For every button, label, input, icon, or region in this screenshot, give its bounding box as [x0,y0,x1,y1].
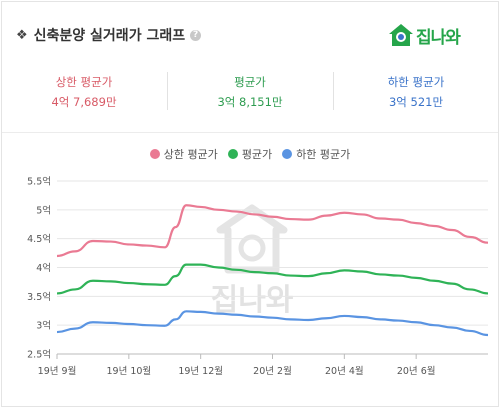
chart-header: ❖ 신축분양 실거래가 그래프 ? [16,24,202,46]
brand-logo: 집나와 [388,20,461,50]
stat-upper-average: 상한 평균가 4억 7,689만 [2,70,166,118]
stat-label: 평균가 [234,75,266,89]
legend-dot [227,149,238,159]
x-tick-label: 20년 6월 [397,365,436,377]
divider [167,72,168,110]
house-logo-icon [389,24,413,46]
watermark-text: 집나와 [211,283,294,318]
y-tick-label: 2.5억 [27,349,51,361]
legend-label: 상한 평균가 [163,148,218,161]
y-tick-label: 3억 [36,320,51,332]
y-tick-label: 3.5억 [27,291,51,303]
help-icon[interactable]: ? [190,29,202,41]
legend-item-upper[interactable]: 상한 평균가 [149,146,218,162]
stat-label: 하한 평균가 [387,75,445,89]
legend-dot [149,149,160,159]
diamond-bullet-icon: ❖ [16,27,28,43]
grid [57,180,488,355]
series-line-lower[interactable] [56,310,489,337]
divider [333,72,334,110]
stat-value: 3억 521만 [388,95,444,109]
y-tick-label: 5억 [36,204,51,216]
x-tick-label: 19년 10월 [106,365,151,377]
stat-label: 상한 평균가 [55,75,113,89]
x-tick-label: 19년 12월 [178,365,223,377]
x-tick-label: 19년 9월 [38,365,77,377]
section-divider [2,132,498,133]
legend-item-average[interactable]: 평균가 [227,146,273,162]
series-line-upper[interactable] [56,204,489,258]
stat-average: 평균가 3억 8,151만 [168,70,332,118]
y-tick-label: 4.5억 [27,233,51,245]
legend-label: 평균가 [241,148,273,161]
stat-lower-average: 하한 평균가 3억 521만 [334,70,498,118]
y-tick-label: 4억 [36,262,51,274]
logo-text: 집나와 [416,27,461,48]
series-line-average[interactable] [56,263,489,295]
stat-value: 4억 7,689만 [51,95,117,109]
legend-label: 하한 평균가 [296,148,351,161]
x-axis: 19년 9월 19년 10월 19년 12월 20년 2월 20년 4월 20년 6월 [38,354,436,377]
chart-title: 신축분양 실거래가 그래프 [33,28,186,44]
stat-value: 3억 8,151만 [217,95,283,109]
y-tick-label: 5.5억 [27,176,51,188]
series-lines [56,204,489,337]
y-axis: 2.5억 3억 3.5억 4억 4.5억 5억 5.5억 [27,176,51,361]
stats-row: 상한 평균가 4억 7,689만 평균가 3억 8,151만 하한 평균가 3억… [2,70,498,118]
legend-item-lower[interactable]: 하한 평균가 [282,146,350,162]
watermark: 집나와 [211,204,294,318]
x-tick-label: 20년 4월 [325,365,364,377]
legend: 상한 평균가 평균가 하한 평균가 [2,146,498,162]
x-tick-label: 20년 2월 [253,365,292,377]
legend-dot [282,149,293,159]
